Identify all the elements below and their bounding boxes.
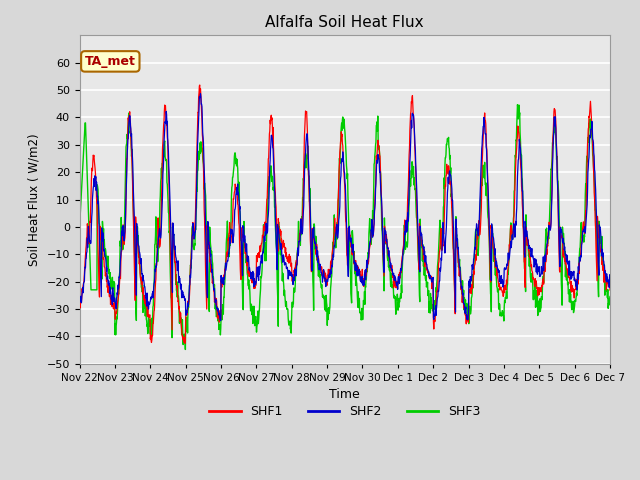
- SHF1: [196, 82, 204, 88]
- SHF1: [544, 243, 552, 249]
- SHF3: [497, 310, 504, 315]
- SHF2: [254, 274, 262, 279]
- SHF3: [514, 102, 522, 108]
- Title: Alfalfa Soil Heat Flux: Alfalfa Soil Heat Flux: [266, 15, 424, 30]
- SHF2: [194, 143, 202, 149]
- Line: SHF1: SHF1: [79, 85, 610, 343]
- SHF2: [76, 296, 83, 302]
- SHF3: [182, 347, 189, 352]
- SHF1: [428, 278, 435, 284]
- SHF2: [196, 91, 204, 96]
- SHF3: [180, 339, 188, 345]
- SHF1: [194, 109, 202, 115]
- SHF2: [217, 318, 225, 324]
- Line: SHF2: SHF2: [79, 94, 610, 321]
- X-axis label: Time: Time: [330, 388, 360, 401]
- Legend: SHF1, SHF2, SHF3: SHF1, SHF2, SHF3: [204, 400, 485, 423]
- SHF2: [544, 234, 552, 240]
- SHF1: [181, 340, 189, 346]
- SHF1: [497, 284, 505, 290]
- Text: TA_met: TA_met: [85, 55, 136, 68]
- SHF3: [606, 294, 614, 300]
- SHF3: [544, 240, 552, 246]
- SHF1: [254, 251, 262, 256]
- Y-axis label: Soil Heat Flux ( W/m2): Soil Heat Flux ( W/m2): [28, 133, 41, 266]
- SHF1: [606, 287, 614, 293]
- SHF2: [180, 296, 188, 302]
- SHF1: [180, 335, 188, 340]
- SHF3: [428, 295, 435, 301]
- SHF3: [194, 168, 202, 173]
- SHF2: [606, 277, 614, 283]
- SHF2: [428, 279, 435, 285]
- Line: SHF3: SHF3: [79, 105, 610, 349]
- SHF3: [253, 321, 261, 327]
- SHF1: [76, 303, 83, 309]
- SHF3: [76, 224, 83, 230]
- SHF2: [497, 278, 505, 284]
